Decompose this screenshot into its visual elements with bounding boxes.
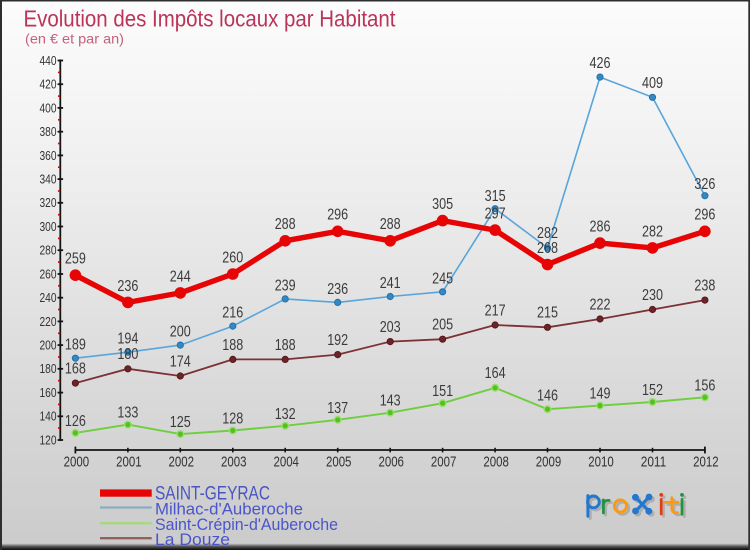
svg-text:125: 125 <box>170 414 191 431</box>
svg-text:151: 151 <box>432 383 453 400</box>
svg-text:180: 180 <box>117 346 138 363</box>
svg-text:140: 140 <box>40 410 57 424</box>
svg-text:203: 203 <box>380 319 401 336</box>
svg-text:137: 137 <box>327 400 348 417</box>
svg-text:320: 320 <box>40 196 57 210</box>
svg-text:260: 260 <box>40 267 57 281</box>
svg-text:2008: 2008 <box>483 453 509 470</box>
svg-text:409: 409 <box>642 75 663 92</box>
svg-text:236: 236 <box>117 278 138 295</box>
svg-text:288: 288 <box>380 216 401 233</box>
svg-text:188: 188 <box>275 337 296 354</box>
svg-text:205: 205 <box>432 317 453 334</box>
svg-text:239: 239 <box>275 277 296 294</box>
svg-text:2006: 2006 <box>378 453 404 470</box>
svg-text:244: 244 <box>170 268 191 285</box>
svg-text:217: 217 <box>485 302 506 319</box>
svg-text:2007: 2007 <box>431 453 457 470</box>
svg-text:(en € et par an): (en € et par an) <box>25 31 124 47</box>
svg-text:240: 240 <box>40 291 57 305</box>
svg-text:2003: 2003 <box>221 453 247 470</box>
svg-text:120: 120 <box>40 433 57 447</box>
svg-text:2011: 2011 <box>641 453 667 470</box>
svg-text:259: 259 <box>65 251 86 268</box>
svg-text:238: 238 <box>694 278 715 295</box>
svg-text:146: 146 <box>537 388 558 405</box>
svg-text:2004: 2004 <box>273 453 299 470</box>
svg-text:200: 200 <box>40 339 57 353</box>
svg-text:194: 194 <box>117 331 138 348</box>
svg-text:Evolution des Impôts locaux pa: Evolution des Impôts locaux par Habitant <box>24 6 396 32</box>
svg-text:168: 168 <box>65 361 86 378</box>
svg-text:174: 174 <box>170 353 191 370</box>
svg-text:280: 280 <box>40 244 57 258</box>
svg-text:132: 132 <box>275 406 296 423</box>
svg-text:133: 133 <box>117 405 138 422</box>
svg-text:143: 143 <box>380 393 401 410</box>
svg-text:156: 156 <box>694 377 715 394</box>
svg-text:426: 426 <box>590 55 611 72</box>
svg-text:245: 245 <box>432 270 453 287</box>
svg-text:2005: 2005 <box>326 453 352 470</box>
svg-text:315: 315 <box>485 188 506 205</box>
svg-text:305: 305 <box>432 196 453 213</box>
svg-text:180: 180 <box>40 362 57 376</box>
svg-text:230: 230 <box>642 287 663 304</box>
svg-text:152: 152 <box>642 382 663 399</box>
svg-text:160: 160 <box>40 386 57 400</box>
svg-text:149: 149 <box>590 386 611 403</box>
svg-text:268: 268 <box>537 240 558 257</box>
svg-text:Saint-Crépin-d'Auberoche: Saint-Crépin-d'Auberoche <box>155 515 338 534</box>
svg-text:288: 288 <box>275 216 296 233</box>
svg-text:2009: 2009 <box>536 453 562 470</box>
svg-text:189: 189 <box>65 337 86 354</box>
svg-text:2010: 2010 <box>588 453 614 470</box>
svg-text:2002: 2002 <box>169 453 195 470</box>
svg-text:2000: 2000 <box>64 453 90 470</box>
svg-text:282: 282 <box>642 223 663 240</box>
svg-text:236: 236 <box>327 281 348 298</box>
svg-text:2001: 2001 <box>116 453 142 470</box>
svg-text:164: 164 <box>485 365 506 382</box>
svg-text:440: 440 <box>40 54 57 68</box>
svg-text:220: 220 <box>40 315 57 329</box>
svg-text:Milhac-d'Auberoche: Milhac-d'Auberoche <box>155 500 303 519</box>
svg-text:La Douze: La Douze <box>155 530 230 549</box>
svg-text:260: 260 <box>222 249 243 266</box>
svg-text:SAINT-GEYRAC: SAINT-GEYRAC <box>155 482 270 504</box>
svg-text:296: 296 <box>327 207 348 224</box>
svg-text:282: 282 <box>537 225 558 242</box>
svg-text:300: 300 <box>40 220 57 234</box>
svg-text:400: 400 <box>40 101 57 115</box>
svg-text:380: 380 <box>40 125 57 139</box>
svg-text:2012: 2012 <box>693 453 719 470</box>
svg-text:222: 222 <box>590 296 611 313</box>
svg-text:360: 360 <box>40 149 57 163</box>
svg-text:128: 128 <box>222 411 243 428</box>
svg-text:286: 286 <box>590 219 611 236</box>
svg-text:420: 420 <box>40 78 57 92</box>
svg-text:200: 200 <box>170 324 191 341</box>
svg-text:188: 188 <box>222 337 243 354</box>
svg-text:340: 340 <box>40 173 57 187</box>
svg-text:241: 241 <box>380 275 401 292</box>
svg-text:216: 216 <box>222 305 243 322</box>
svg-text:215: 215 <box>537 305 558 322</box>
svg-text:192: 192 <box>327 332 348 349</box>
svg-text:297: 297 <box>485 206 506 223</box>
svg-text:326: 326 <box>694 176 715 193</box>
svg-text:296: 296 <box>694 207 715 224</box>
svg-text:126: 126 <box>65 413 86 430</box>
